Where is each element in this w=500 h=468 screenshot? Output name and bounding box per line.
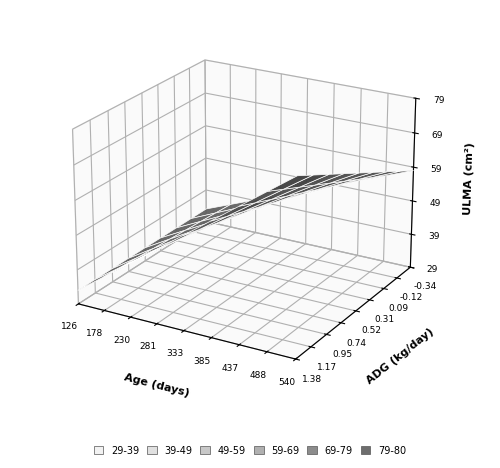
Y-axis label: ADG (kg/day): ADG (kg/day) <box>364 326 436 386</box>
Legend: 29-39, 39-49, 49-59, 59-69, 69-79, 79-80: 29-39, 39-49, 49-59, 59-69, 69-79, 79-80 <box>91 443 409 459</box>
X-axis label: Age (days): Age (days) <box>124 373 191 399</box>
